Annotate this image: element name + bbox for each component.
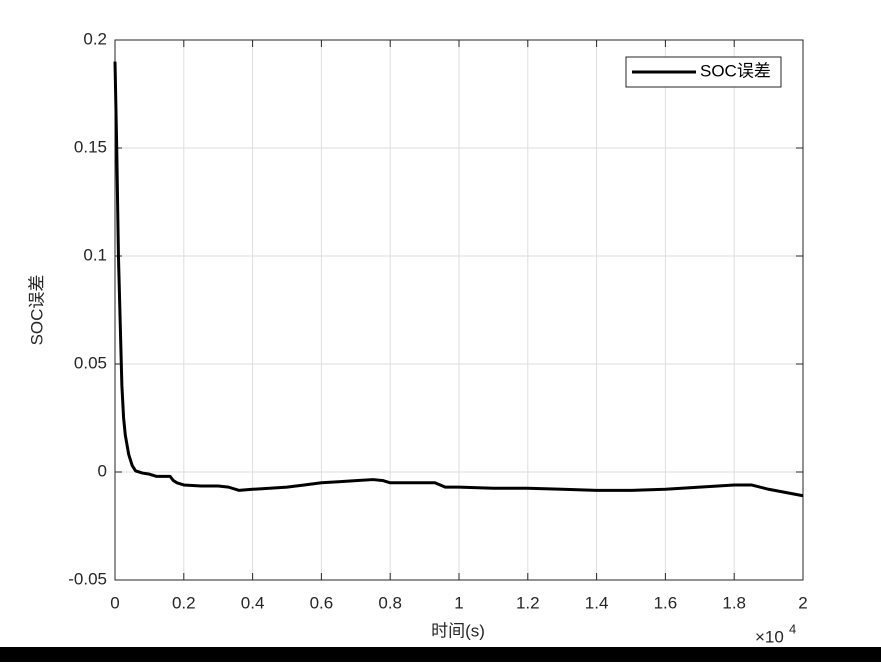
y-tick-label: 0.15 <box>74 137 107 156</box>
x-tick-label: 0.8 <box>378 593 402 612</box>
x-tick-label: 1 <box>454 593 463 612</box>
x-tick-label: 0.4 <box>241 593 265 612</box>
x-exponent: 4 <box>789 621 796 636</box>
x-tick-label: 1.8 <box>722 593 746 612</box>
x-tick-label: 1.6 <box>654 593 678 612</box>
x-tick-label: 1.4 <box>585 593 609 612</box>
x-multiplier: ×10 <box>755 627 784 646</box>
bottom-strip <box>0 647 881 662</box>
data-line <box>113 61 804 498</box>
y-tick-label: 0.2 <box>83 29 107 48</box>
x-tick-label: 0 <box>110 593 119 612</box>
y-tick-label: 0 <box>98 461 107 480</box>
y-tick-label: 0.1 <box>83 245 107 264</box>
x-tick-label: 1.2 <box>516 593 540 612</box>
y-tick-label: -0.05 <box>68 569 107 588</box>
x-axis-label: 时间(s) <box>431 621 485 640</box>
y-axis-label: SOC误差 <box>27 275 46 346</box>
y-tick-label: 0.05 <box>74 353 107 372</box>
x-tick-label: 0.6 <box>310 593 334 612</box>
x-tick-label: 2 <box>798 593 807 612</box>
x-tick-label: 0.2 <box>172 593 196 612</box>
axes-box <box>114 39 804 581</box>
legend-label: SOC误差 <box>700 61 771 80</box>
